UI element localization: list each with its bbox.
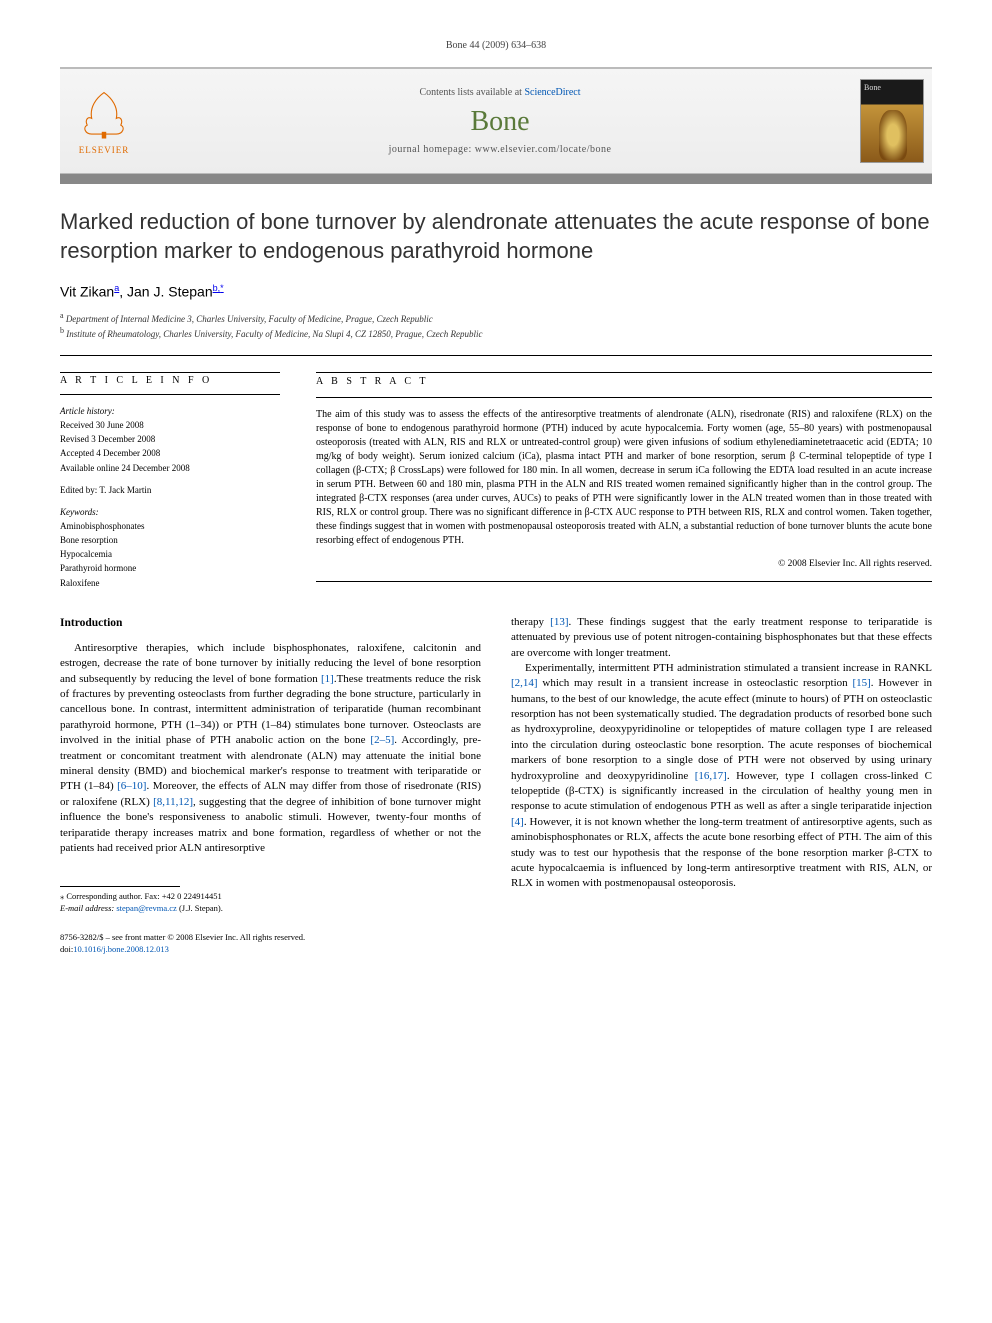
homepage-prefix: journal homepage: — [389, 144, 475, 155]
article-title: Marked reduction of bone turnover by ale… — [60, 208, 932, 265]
abstract-copyright: © 2008 Elsevier Inc. All rights reserved… — [316, 558, 932, 571]
introduction-heading: Introduction — [60, 615, 481, 631]
journal-header-bar: ELSEVIER Contents lists available at Sci… — [60, 67, 932, 174]
edited-by-text: Edited by: T. Jack Martin — [60, 484, 280, 496]
elsevier-tree-icon — [76, 87, 132, 143]
thick-rule — [60, 174, 932, 184]
received-date: Received 30 June 2008 — [60, 419, 280, 431]
author-sep: , — [119, 284, 127, 300]
body-column-right: therapy [13]. These findings suggest tha… — [511, 615, 932, 955]
running-header: Bone 44 (2009) 634–638 — [60, 40, 932, 51]
ref-13[interactable]: [13] — [550, 616, 568, 628]
homepage-line: journal homepage: www.elsevier.com/locat… — [156, 144, 844, 155]
abstract-bottom-rule — [316, 581, 932, 582]
doi-label: doi: — [60, 944, 73, 954]
email-label: E-mail address: — [60, 903, 116, 913]
keyword-5: Raloxifene — [60, 577, 280, 589]
journal-cover-thumbnail: Bone — [860, 79, 924, 163]
email-line: E-mail address: stepan@revma.cz (J.J. St… — [60, 903, 481, 914]
keyword-1: Aminobisphosphonates — [60, 520, 280, 532]
corresponding-author: ⁎ Corresponding author. Fax: +42 0 22491… — [60, 891, 481, 902]
article-info: A R T I C L E I N F O Article history: R… — [60, 372, 280, 591]
doi-link[interactable]: 10.1016/j.bone.2008.12.013 — [73, 944, 169, 954]
accepted-date: Accepted 4 December 2008 — [60, 447, 280, 459]
affiliation-a: Department of Internal Medicine 3, Charl… — [66, 314, 433, 324]
affiliation-b: Institute of Rheumatology, Charles Unive… — [66, 329, 482, 339]
revised-date: Revised 3 December 2008 — [60, 433, 280, 445]
t: . These findings suggest that the early … — [511, 616, 932, 659]
t: Experimentally, intermittent PTH adminis… — [525, 662, 932, 674]
online-date: Available online 24 December 2008 — [60, 462, 280, 474]
body-column-left: Introduction Antiresorptive therapies, w… — [60, 615, 481, 955]
abstract-heading: A B S T R A C T — [316, 372, 932, 398]
t: therapy — [511, 616, 550, 628]
info-abstract-row: A R T I C L E I N F O Article history: R… — [60, 355, 932, 591]
t: . However in humans, to the best of our … — [511, 677, 932, 781]
author-1: Vit Zikan — [60, 284, 114, 300]
elsevier-logo: ELSEVIER — [68, 81, 140, 161]
article-history: Article history: Received 30 June 2008 R… — [60, 405, 280, 474]
keywords-block: Keywords: Aminobisphosphonates Bone reso… — [60, 506, 280, 589]
email-tail: (J.J. Stepan). — [177, 903, 223, 913]
keywords-label: Keywords: — [60, 506, 280, 518]
homepage-url: www.elsevier.com/locate/bone — [475, 144, 612, 155]
intro-para-1: Antiresorptive therapies, which include … — [60, 641, 481, 856]
ref-16-17[interactable]: [16,17] — [695, 770, 727, 782]
edited-by: Edited by: T. Jack Martin — [60, 484, 280, 496]
journal-name: Bone — [156, 106, 844, 138]
doi-line: doi:10.1016/j.bone.2008.12.013 — [60, 944, 481, 955]
ref-15[interactable]: [15] — [852, 677, 870, 689]
page: Bone 44 (2009) 634–638 ELSEVIER Contents… — [0, 0, 992, 995]
ref-1[interactable]: [1] — [321, 673, 334, 685]
intro-para-3: Experimentally, intermittent PTH adminis… — [511, 661, 932, 892]
ref-8-11-12[interactable]: [8,11,12] — [153, 796, 193, 808]
affiliations: a Department of Internal Medicine 3, Cha… — [60, 310, 932, 341]
ref-4[interactable]: [4] — [511, 816, 524, 828]
author-2: Jan J. Stepan — [127, 284, 213, 300]
footnote-rule — [60, 886, 180, 887]
keyword-4: Parathyroid hormone — [60, 562, 280, 574]
footnotes: ⁎ Corresponding author. Fax: +42 0 22491… — [60, 891, 481, 914]
page-footer: 8756-3282/$ – see front matter © 2008 El… — [60, 932, 481, 955]
intro-para-2: therapy [13]. These findings suggest tha… — [511, 615, 932, 661]
authors-line: Vit Zikana, Jan J. Stepanb,* — [60, 283, 932, 300]
cover-label: Bone — [864, 83, 881, 92]
ref-2-14[interactable]: [2,14] — [511, 677, 538, 689]
t: which may result in a transient increase… — [538, 677, 853, 689]
author-2-corr[interactable]: * — [220, 283, 224, 293]
abstract: A B S T R A C T The aim of this study wa… — [316, 372, 932, 591]
ref-6-10[interactable]: [6–10] — [117, 780, 146, 792]
issn-line: 8756-3282/$ – see front matter © 2008 El… — [60, 932, 481, 943]
keyword-3: Hypocalcemia — [60, 548, 280, 560]
contents-line: Contents lists available at ScienceDirec… — [156, 87, 844, 98]
header-center: Contents lists available at ScienceDirec… — [156, 87, 844, 155]
elsevier-brand-text: ELSEVIER — [79, 145, 130, 155]
email-link[interactable]: stepan@revma.cz — [116, 903, 176, 913]
t: . However, it is not known whether the l… — [511, 816, 932, 890]
corr-text: Corresponding author. Fax: +42 0 2249144… — [64, 891, 222, 901]
ref-2-5[interactable]: [2–5] — [370, 734, 394, 746]
abstract-text: The aim of this study was to assess the … — [316, 408, 932, 548]
sciencedirect-link[interactable]: ScienceDirect — [524, 87, 580, 98]
article-info-heading: A R T I C L E I N F O — [60, 373, 280, 395]
contents-prefix: Contents lists available at — [419, 87, 524, 98]
history-label: Article history: — [60, 405, 280, 417]
body-columns: Introduction Antiresorptive therapies, w… — [60, 615, 932, 955]
keyword-2: Bone resorption — [60, 534, 280, 546]
